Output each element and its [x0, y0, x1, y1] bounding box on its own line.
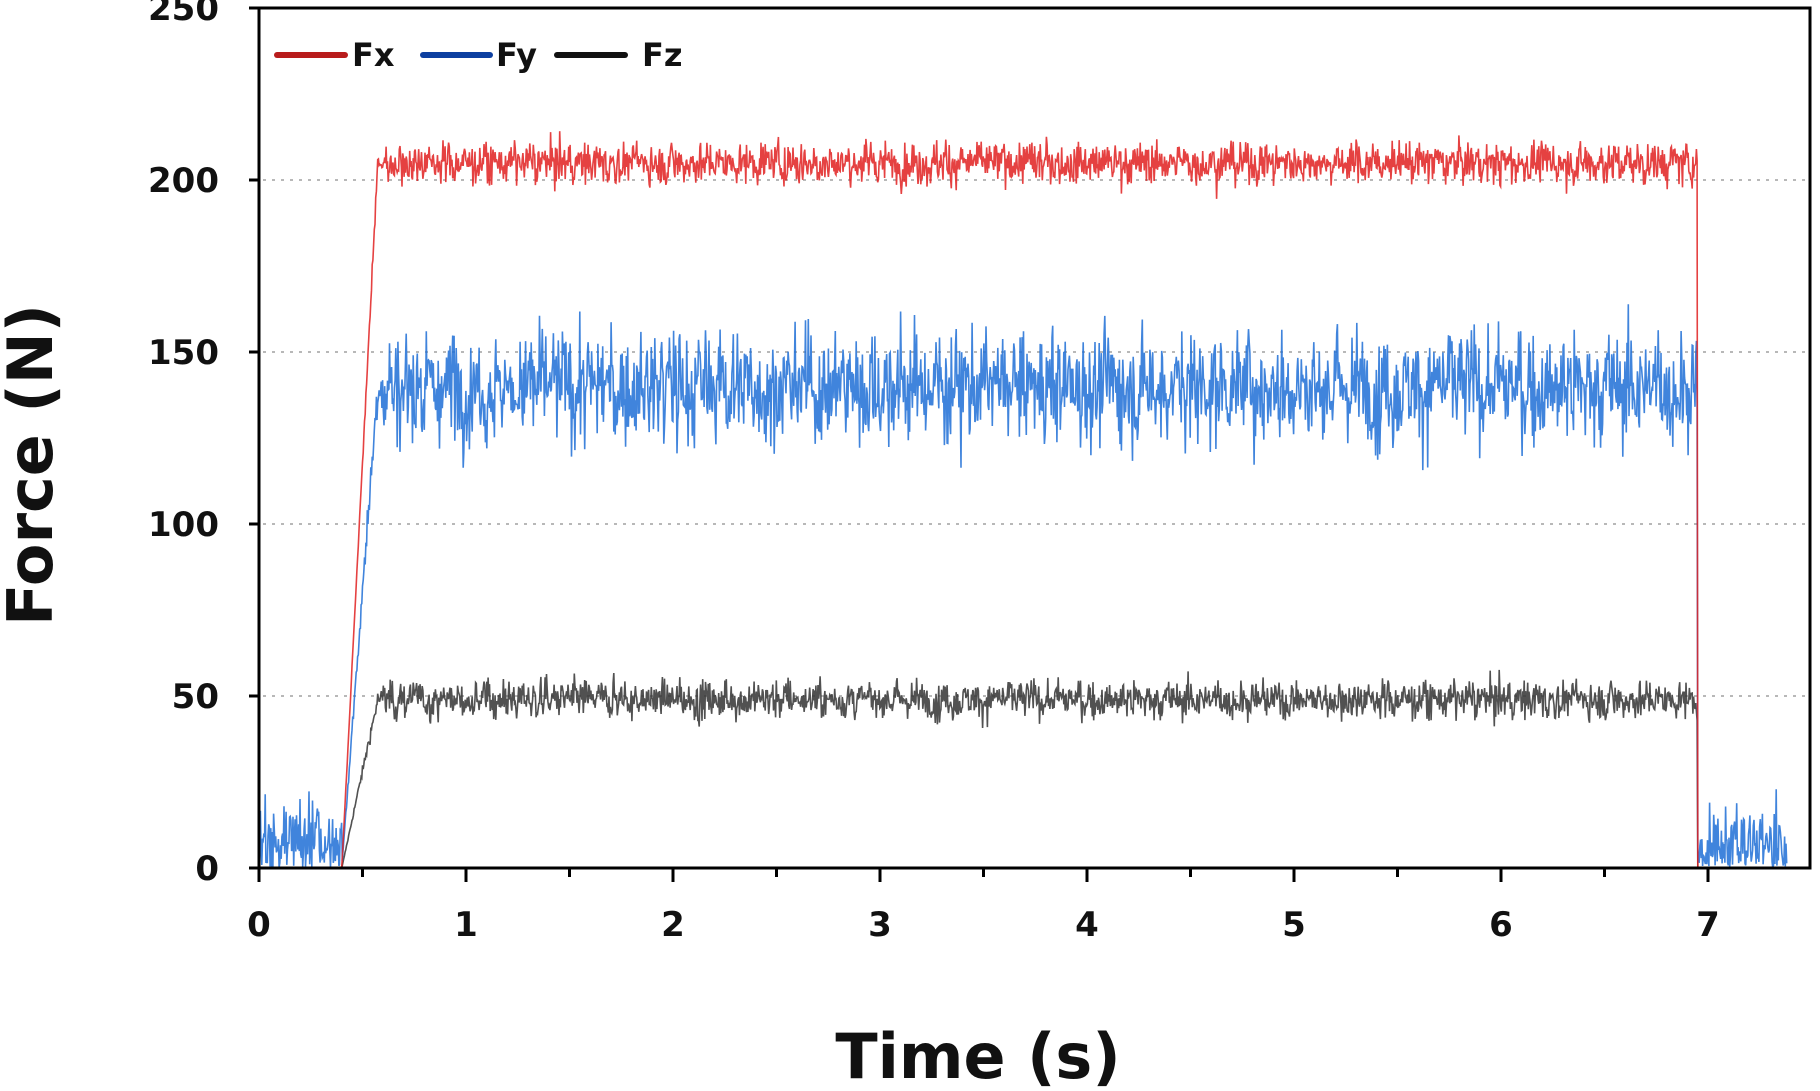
legend: Fx Fy Fz: [274, 36, 682, 74]
x-tick-label: 1: [454, 905, 478, 945]
y-tick-label: 0: [195, 849, 219, 889]
x-tick-label: 3: [868, 905, 892, 945]
x-tick-label: 0: [247, 905, 271, 945]
x-tick-label: 2: [661, 905, 685, 945]
data-traces: [258, 131, 1788, 869]
fy-trace: [258, 304, 1788, 869]
x-tick-label: 5: [1282, 905, 1306, 945]
x-axis-title: Time (s): [835, 1020, 1120, 1091]
y-tick-label: 50: [172, 677, 219, 717]
grid-lines: [263, 179, 1806, 697]
axis-ticks: 0 1 2 3 4 5 6 7 0 50 100 150 200 250: [148, 0, 1720, 945]
y-tick-label: 100: [148, 505, 219, 545]
legend-fz-label: Fz: [642, 36, 682, 74]
legend-fy-label: Fy: [496, 36, 537, 74]
plot-frame: [257, 6, 1812, 870]
x-tick-label: 7: [1696, 905, 1720, 945]
x-tick-label: 4: [1075, 905, 1099, 945]
y-tick-label: 200: [148, 161, 219, 201]
fx-trace: [259, 131, 1787, 869]
y-axis-title: Force (N): [0, 304, 67, 626]
y-tick-label: 150: [148, 333, 219, 373]
legend-fx-label: Fx: [352, 36, 395, 74]
fz-trace: [259, 669, 1787, 869]
y-tick-label: 250: [148, 0, 219, 29]
x-tick-label: 6: [1489, 905, 1513, 945]
